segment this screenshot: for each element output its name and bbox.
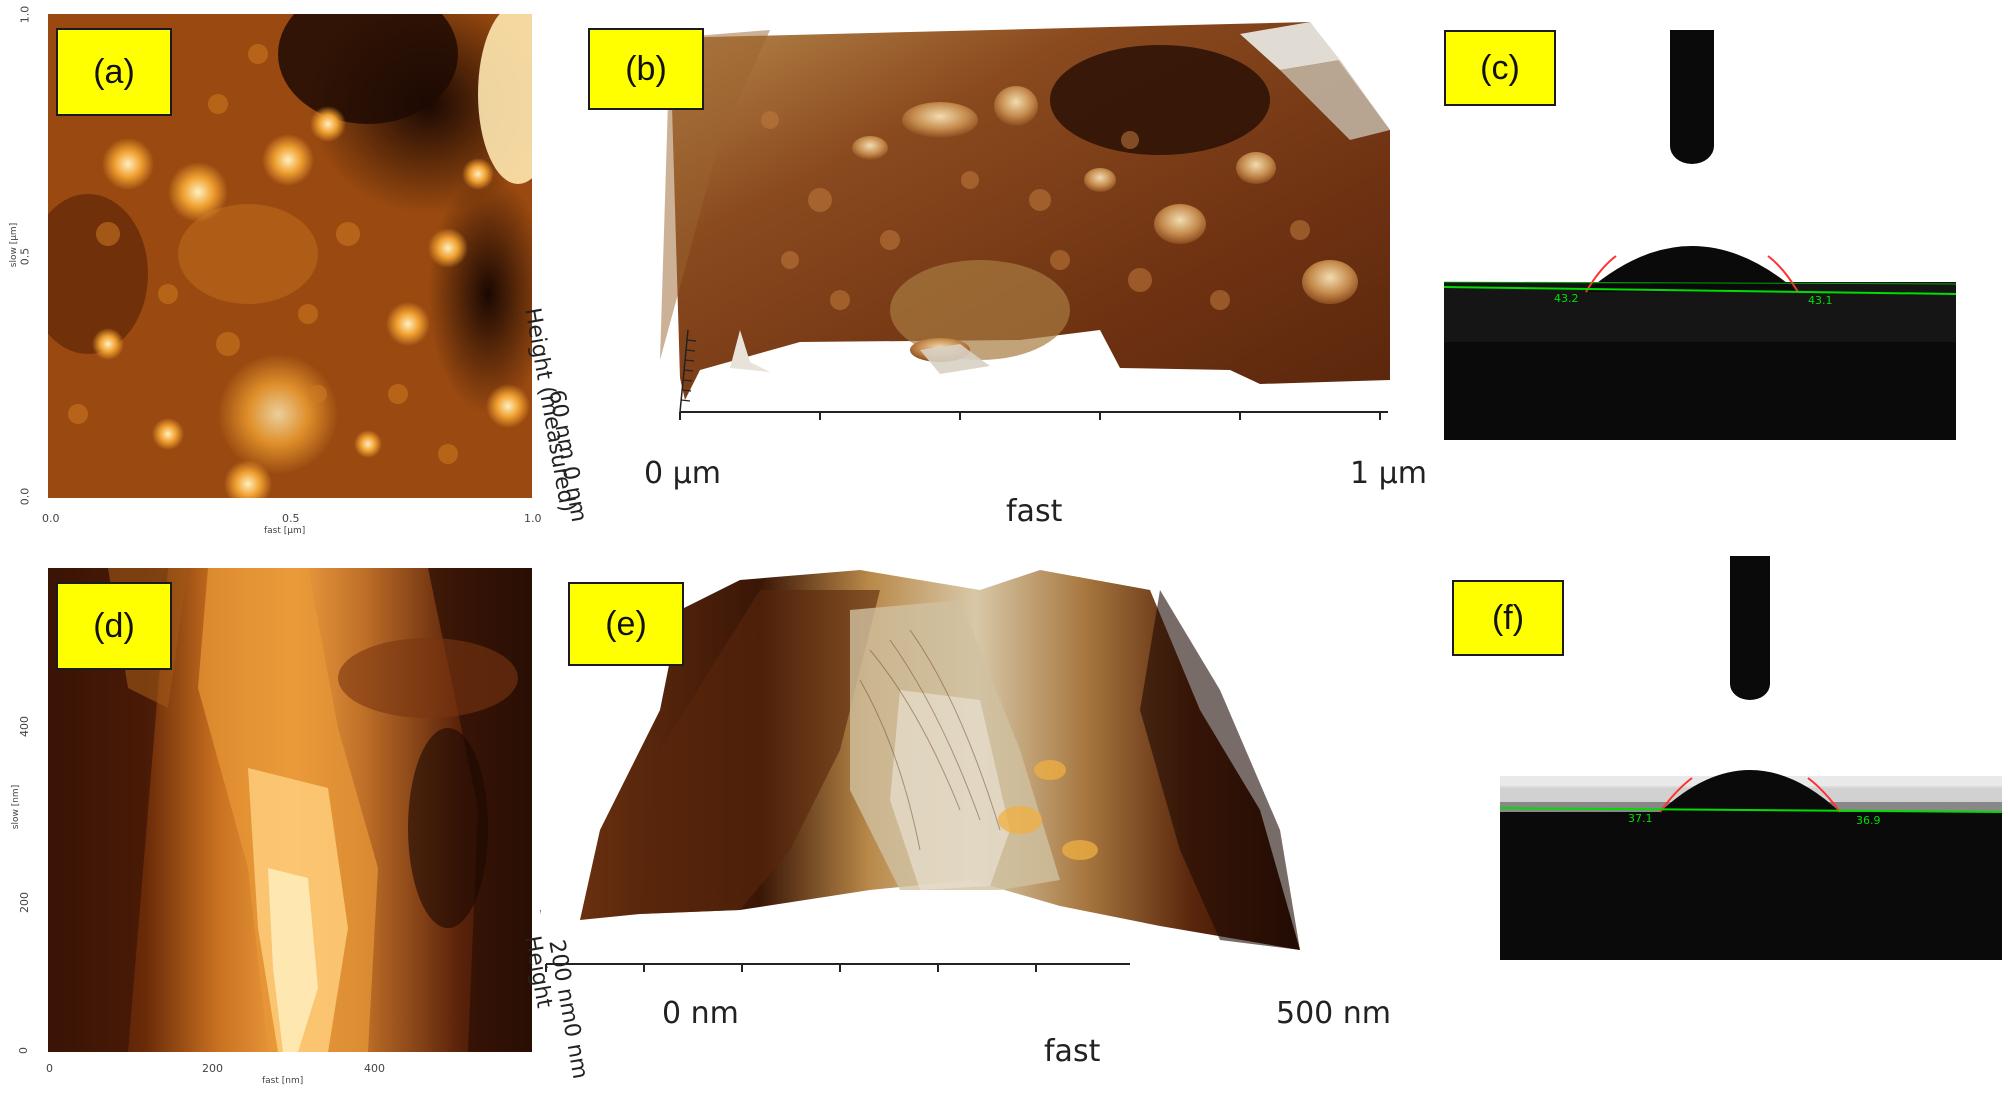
panel-c: (c) 43.2 43.1 — [1440, 0, 2008, 450]
y-axis-label-d: slow [nm] — [11, 784, 22, 830]
panel-e: (e) 0 nm 500 nm fast 200 nm0 nm Height — [519, 550, 1440, 1099]
x-start-e: 0 nm — [662, 996, 739, 1031]
panel-label-a: (a) — [56, 28, 172, 116]
y-tick-d-bottom: 0 — [17, 1047, 30, 1054]
x-end-e: 500 nm — [1276, 996, 1392, 1031]
panel-b: (b) 0 µm 1 µm fast 60 nm 0 nm Height (me… — [519, 0, 1440, 545]
x-tick-d-right: 400 — [364, 1062, 385, 1075]
panel-label-f: (f) — [1452, 580, 1564, 656]
x-end-b: 1 µm — [1350, 456, 1427, 491]
panel-label-c: (c) — [1444, 30, 1556, 106]
x-tick-a-mid: 0.5 — [282, 512, 300, 525]
contact-angle-left-f: 37.1 — [1628, 812, 1653, 825]
panel-f: (f) 37.1 36.9 — [1440, 550, 2008, 1099]
x-tick-d-left: 0 — [46, 1062, 53, 1075]
afm-height-map-d — [48, 568, 532, 1052]
contact-angle-right-c: 43.1 — [1808, 294, 1833, 307]
panel-label-b: (b) — [588, 28, 704, 110]
x-tick-a-left: 0.0 — [42, 512, 60, 525]
panel-label-d: (d) — [56, 582, 172, 670]
panel-d: (d) 400 200 0 slow [nm] 0 200 400 fast [… — [0, 550, 560, 1099]
y-tick-d-mid: 200 — [18, 892, 31, 913]
y-tick-a-mid: 0.5 — [18, 247, 32, 266]
x-axis-label-d: fast [nm] — [262, 1076, 304, 1086]
y-tick-d-top: 400 — [18, 716, 31, 737]
contact-angle-right-f: 36.9 — [1856, 814, 1881, 827]
contact-angle-image-f — [1499, 556, 2003, 960]
panel-label-e: (e) — [568, 582, 684, 666]
y-tick-a-top: 1.0 — [18, 5, 32, 24]
contact-angle-left-c: 43.2 — [1554, 292, 1579, 305]
y-tick-a-bottom: 0.0 — [18, 487, 32, 506]
x-tick-a-right: 1.0 — [524, 512, 542, 525]
panel-a: (a) 1.0 0.5 0.0 slow [µm] 0.0 0.5 1.0 fa… — [0, 0, 560, 540]
x-tick-d-mid: 200 — [202, 1062, 223, 1075]
x-axis-label-b: fast — [1006, 494, 1063, 529]
afm-height-map-a — [48, 14, 532, 498]
x-axis-label-e: fast — [1044, 1034, 1101, 1069]
afm-3d-surface-e — [540, 570, 1300, 972]
y-axis-label-a: slow [µm] — [9, 222, 20, 268]
afm-3d-surface-b — [660, 22, 1390, 420]
x-axis-label-a: fast [µm] — [264, 526, 306, 536]
x-start-b: 0 µm — [644, 456, 721, 491]
